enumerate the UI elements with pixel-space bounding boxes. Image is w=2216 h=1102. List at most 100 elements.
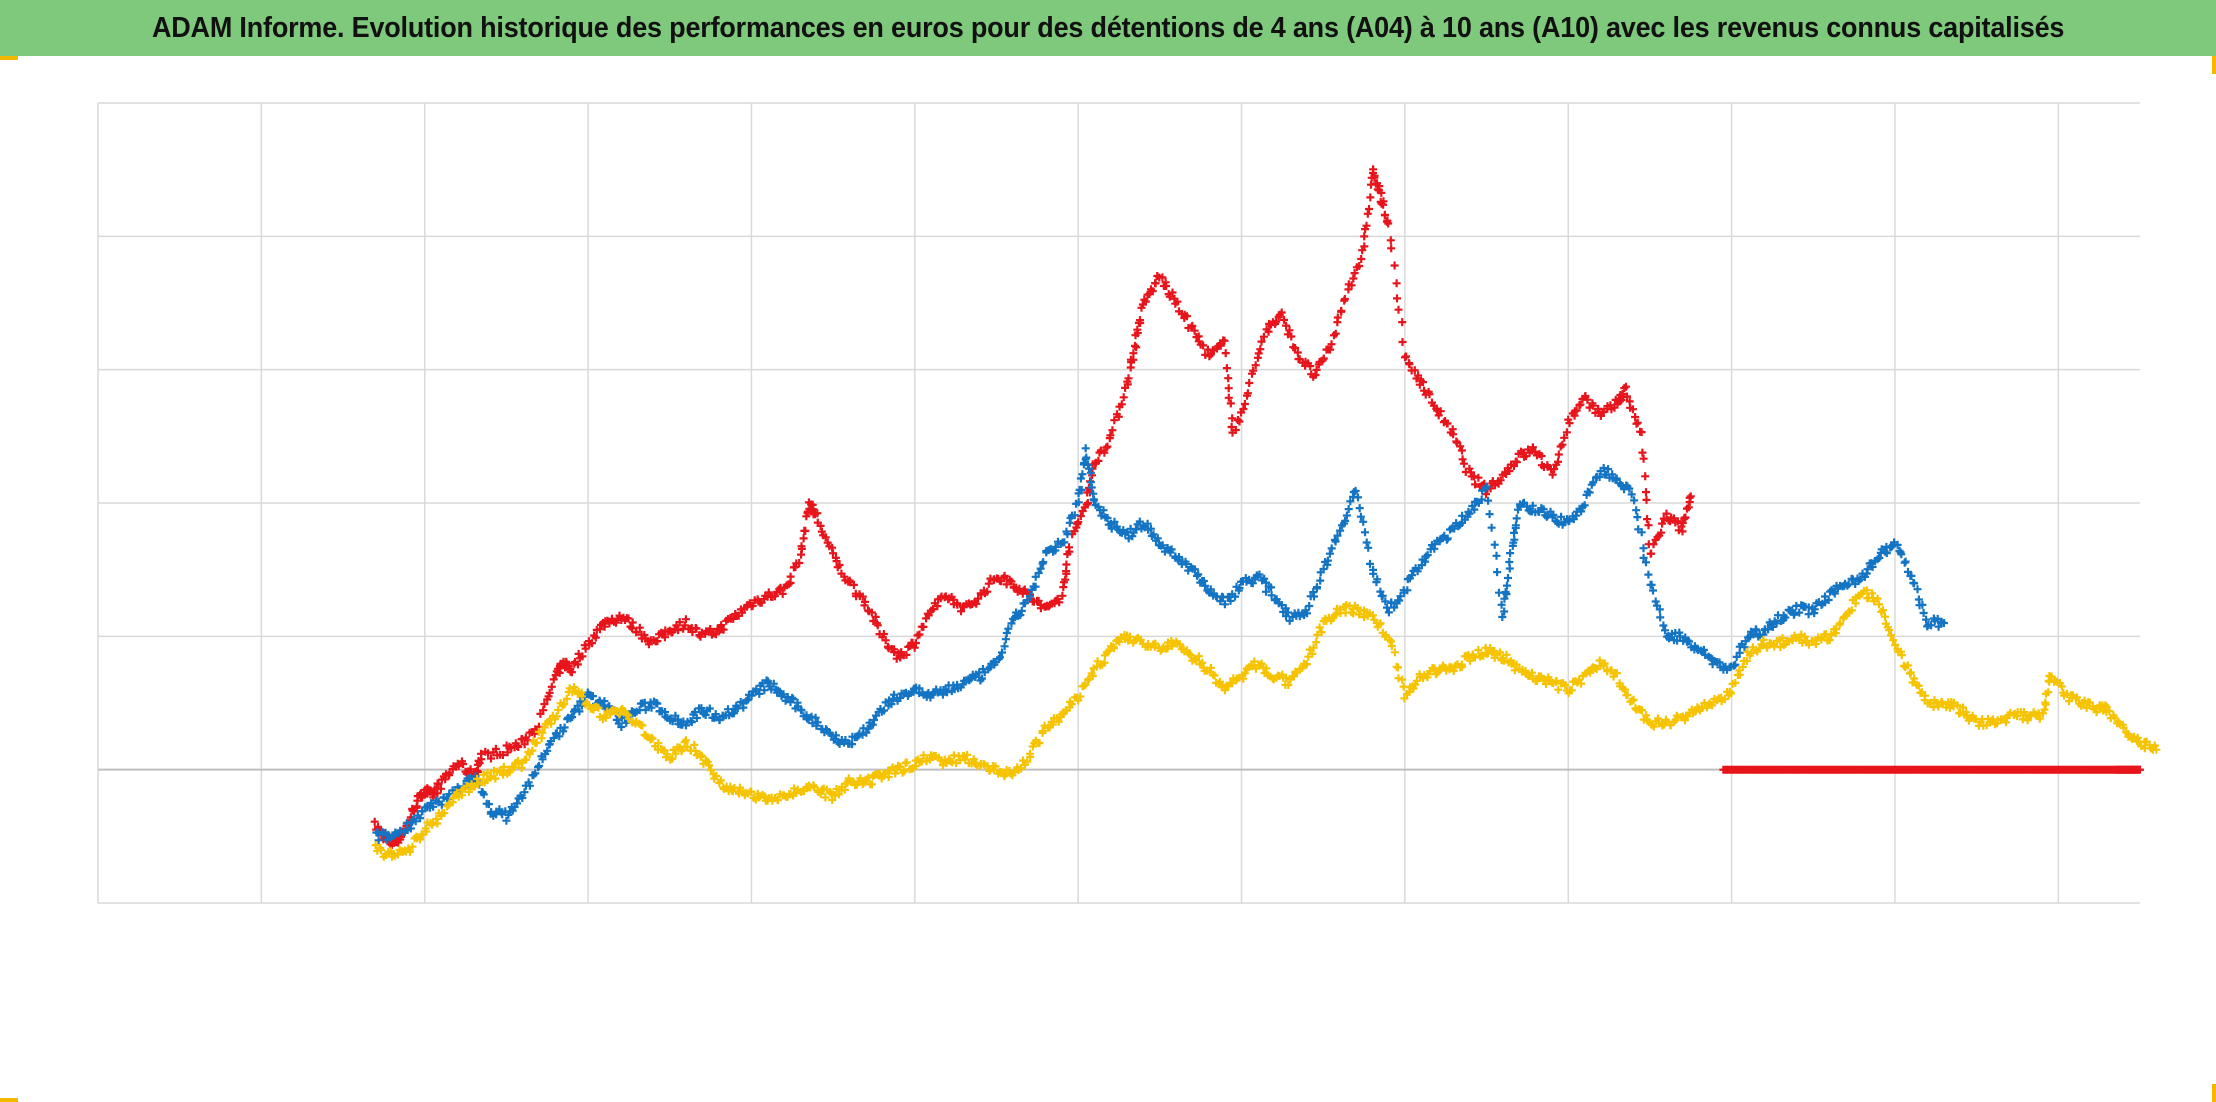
data-point: [1108, 426, 1117, 435]
data-point: [1649, 540, 1658, 549]
data-point: [1662, 509, 1671, 518]
data-point: [943, 688, 952, 697]
data-point: [1781, 613, 1790, 622]
data-point: [858, 592, 867, 601]
data-point: [538, 755, 547, 764]
data-point: [531, 769, 540, 778]
data-point: [1002, 629, 1011, 637]
data-point: [578, 652, 587, 661]
data-point: [1511, 521, 1520, 530]
data-point: [1673, 517, 1682, 526]
data-point: [1742, 657, 1751, 665]
data-point: [1752, 626, 1761, 635]
data-point: [755, 689, 764, 698]
data-point: [1373, 575, 1382, 584]
data-point: [1492, 551, 1501, 560]
data-point: [1419, 378, 1427, 387]
data-point: [1199, 577, 1208, 585]
data-point: [1198, 658, 1207, 667]
data-point: [1496, 476, 1505, 485]
data-point: [1054, 717, 1063, 726]
data-point: [764, 677, 772, 686]
data-point: [1686, 492, 1695, 501]
data-point: [736, 783, 744, 792]
data-point: [1604, 465, 1613, 474]
data-point: [1567, 686, 1576, 695]
data-point: [554, 706, 563, 714]
data-point: [479, 790, 488, 799]
data-point: [1503, 581, 1511, 590]
data-point: [821, 793, 830, 802]
data-point: [1287, 332, 1296, 341]
data-point: [615, 710, 624, 719]
data-point: [1039, 558, 1048, 567]
data-point: [1088, 672, 1097, 681]
data-point: [1800, 632, 1809, 641]
data-point: [911, 639, 920, 648]
data-point: [1458, 662, 1467, 671]
data-point: [1639, 553, 1648, 562]
data-point: [1034, 596, 1043, 605]
data-point: [1282, 673, 1290, 682]
data-point: [1512, 660, 1521, 669]
data-point: [898, 768, 907, 777]
data-point: [1706, 653, 1715, 662]
data-point: [902, 758, 911, 767]
data-point: [1182, 312, 1191, 321]
data-point: [1403, 586, 1412, 595]
data-point: [416, 835, 425, 844]
data-point: [983, 587, 992, 596]
data-point: [1255, 570, 1264, 579]
data-point: [2063, 689, 2071, 698]
data-point: [1659, 621, 1668, 630]
data-point: [1549, 510, 1558, 519]
data-point: [1658, 519, 1667, 528]
data-point: [675, 618, 684, 627]
data-point: [1250, 657, 1259, 666]
data-point: [870, 716, 878, 724]
data-point: [831, 731, 840, 740]
data-point: [1115, 637, 1124, 646]
data-point: [1641, 472, 1650, 481]
data-point: [2047, 672, 2056, 681]
data-point: [555, 732, 564, 741]
data-point: [1369, 569, 1378, 578]
data-point: [1366, 193, 1375, 202]
data-point: [797, 544, 806, 553]
data-point: [1496, 648, 1504, 657]
data-point: [1175, 640, 1184, 649]
data-point: [1158, 541, 1167, 550]
data-point: [1065, 543, 1073, 552]
data-point: [1882, 549, 1891, 558]
data-point: [1383, 603, 1391, 612]
data-point: [1284, 681, 1293, 689]
data-point: [1337, 306, 1346, 315]
data-point: [487, 772, 496, 781]
data-point: [1622, 382, 1630, 391]
data-point: [1830, 589, 1839, 598]
data-point: [1510, 666, 1519, 675]
data-point: [1919, 609, 1928, 617]
data-point: [1554, 457, 1562, 466]
data-point: [1308, 649, 1317, 658]
data-point: [929, 605, 938, 614]
data-point: [1081, 680, 1090, 689]
data-point: [1026, 752, 1035, 761]
data-point: [1264, 327, 1273, 336]
data-point: [867, 608, 876, 617]
data-point: [406, 824, 415, 833]
data-point: [1340, 295, 1349, 303]
data-point: [1364, 543, 1373, 552]
data-point: [1239, 405, 1248, 413]
data-point: [773, 796, 782, 805]
data-point: [1038, 727, 1047, 735]
data-point: [1153, 534, 1162, 543]
data-point: [1259, 332, 1268, 341]
data-point: [828, 796, 837, 804]
data-point: [2102, 702, 2111, 711]
data-point: [1747, 649, 1756, 657]
data-point: [1249, 366, 1258, 375]
data-point: [1627, 490, 1636, 499]
data-point: [374, 836, 383, 845]
data-point: [1124, 374, 1133, 383]
